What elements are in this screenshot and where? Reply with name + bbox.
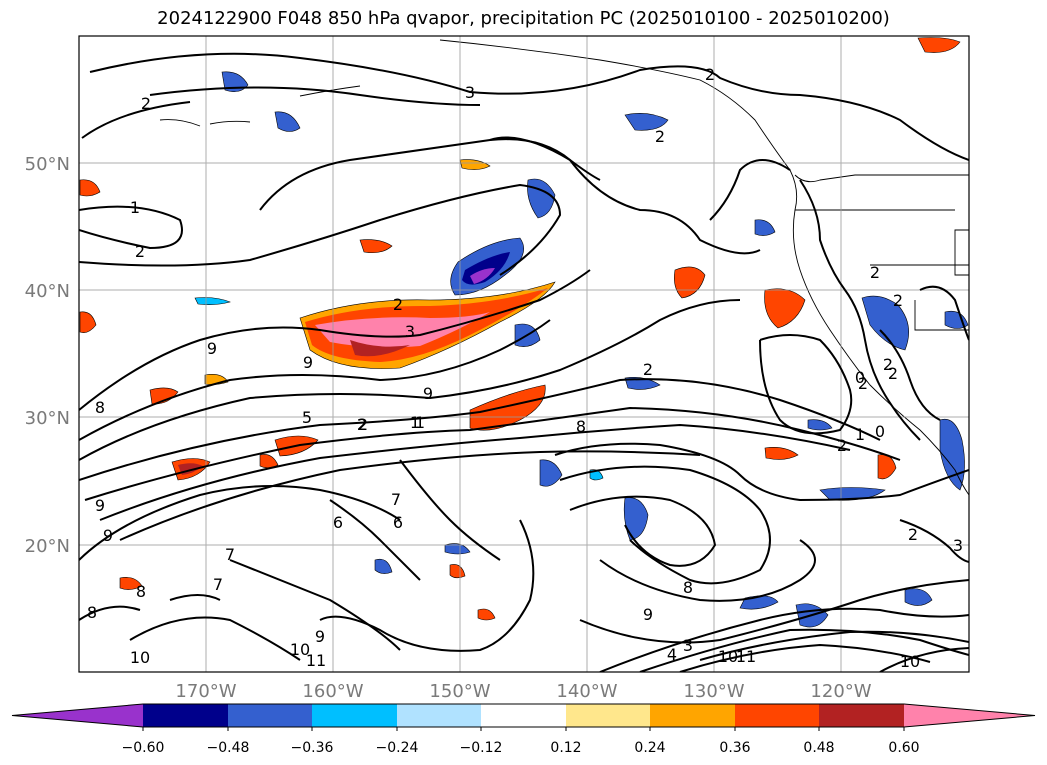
colorbar-tick-label: −0.48 bbox=[207, 740, 250, 756]
colorbar-tick-label: 0.36 bbox=[719, 740, 750, 756]
contour-label: 2 bbox=[888, 364, 898, 383]
contour-label: 5 bbox=[302, 408, 312, 427]
lon-label: 150°W bbox=[429, 681, 490, 702]
contour-label: 3 bbox=[683, 636, 693, 655]
colorbar-segment bbox=[819, 704, 904, 727]
contour-label: 10 bbox=[900, 652, 920, 671]
contour-label: 9 bbox=[315, 627, 325, 646]
contour-label: 0 bbox=[855, 368, 865, 387]
contour-label: 11 bbox=[736, 647, 756, 666]
lat-label: 40°N bbox=[25, 281, 70, 302]
contour-label: 10 bbox=[290, 640, 310, 659]
contour-label: 2 bbox=[883, 355, 893, 374]
colorbar-segment bbox=[228, 704, 312, 727]
contour-label: 4 bbox=[667, 645, 677, 664]
lat-label: 20°N bbox=[25, 536, 70, 557]
contour-label: 8 bbox=[683, 578, 693, 597]
colorbar-segment bbox=[312, 704, 397, 727]
contour-label: 8 bbox=[136, 582, 146, 601]
contour-label: 7 bbox=[213, 575, 223, 594]
contour-label: 9 bbox=[643, 605, 653, 624]
contour-label: 8 bbox=[576, 417, 586, 436]
contour-label: 2 bbox=[655, 127, 665, 146]
contour-label: 10 bbox=[718, 647, 738, 666]
contour-label: 1 bbox=[855, 425, 865, 444]
contour-label: 3 bbox=[953, 536, 963, 555]
contour-label: 2 bbox=[837, 436, 847, 455]
contour-label: 2 bbox=[141, 94, 151, 113]
lat-label: 50°N bbox=[25, 154, 70, 175]
contour-label: 2 bbox=[135, 242, 145, 261]
colorbar-tick-label: −0.12 bbox=[460, 740, 503, 756]
contour-label: 3 bbox=[465, 83, 475, 102]
colorbar-segment bbox=[735, 704, 819, 727]
colorbar-tick-label: 0.12 bbox=[550, 740, 581, 756]
lon-label: 120°W bbox=[810, 681, 871, 702]
colorbar-tick-label: −0.36 bbox=[291, 740, 334, 756]
colorbar-extend-low bbox=[12, 704, 143, 727]
contour-label: 2 bbox=[893, 291, 903, 310]
colorbar-segment bbox=[566, 704, 650, 727]
contour-label: 9 bbox=[95, 496, 105, 515]
contour-label: 1 bbox=[410, 413, 420, 432]
colorbar bbox=[11, 703, 1036, 731]
contour-label: 2 bbox=[908, 525, 918, 544]
contour-label: 0 bbox=[875, 422, 885, 441]
colorbar-tick-labels: −0.60 −0.48 −0.36 −0.24 −0.12 0.12 0.24 … bbox=[122, 740, 920, 756]
map-title: 2024122900 F048 850 hPa qvapor, precipit… bbox=[157, 8, 890, 29]
colorbar-tick-label: −0.24 bbox=[376, 740, 419, 756]
graticule bbox=[79, 36, 969, 672]
colorbar-tick-label: 0.48 bbox=[803, 740, 834, 756]
contour-label: 1 bbox=[415, 413, 425, 432]
contour-label: 3 bbox=[405, 322, 415, 341]
colorbar-segment bbox=[397, 704, 481, 727]
latitude-labels: 50°N 40°N 30°N 20°N bbox=[25, 154, 70, 557]
lon-label: 160°W bbox=[302, 681, 363, 702]
lon-label: 140°W bbox=[556, 681, 617, 702]
contour-label: 9 bbox=[303, 353, 313, 372]
colorbar-tick-label: 0.24 bbox=[634, 740, 665, 756]
lat-label: 30°N bbox=[25, 408, 70, 429]
contour-label: 9 bbox=[207, 339, 217, 358]
contour-label: 8 bbox=[95, 398, 105, 417]
colorbar-tick-label: −0.60 bbox=[122, 740, 165, 756]
contour-label: 9 bbox=[103, 526, 113, 545]
contour-label: 6 bbox=[333, 513, 343, 532]
contour-label: 2 bbox=[357, 415, 367, 434]
lon-label: 130°W bbox=[683, 681, 744, 702]
contour-label: 2 bbox=[358, 415, 368, 434]
contour-label: 2 bbox=[705, 65, 715, 84]
colorbar-extend-high bbox=[904, 704, 1035, 727]
contour-label: 11 bbox=[306, 651, 326, 670]
map-frame bbox=[78, 35, 970, 673]
colorbar-tick-label: 0.60 bbox=[888, 740, 919, 756]
contour-label: 10 bbox=[130, 648, 150, 667]
longitude-labels: 170°W 160°W 150°W 140°W 130°W 120°W bbox=[175, 681, 871, 702]
contour-label: 6 bbox=[393, 513, 403, 532]
colorbar-segment bbox=[143, 704, 228, 727]
coastlines bbox=[159, 39, 969, 496]
contour-label: 2 bbox=[870, 263, 880, 282]
qvapor-contours bbox=[79, 52, 969, 672]
contour-label: 9 bbox=[423, 384, 433, 403]
contour-label: 1 bbox=[130, 198, 140, 217]
colorbar-segment bbox=[650, 704, 735, 727]
contour-label: 2 bbox=[643, 360, 653, 379]
contour-label: 2 bbox=[393, 295, 403, 314]
contour-label: 8 bbox=[87, 603, 97, 622]
contour-label: 7 bbox=[225, 545, 235, 564]
contour-label: 7 bbox=[391, 490, 401, 509]
contour-label: 2 bbox=[858, 374, 868, 393]
lon-label: 170°W bbox=[175, 681, 236, 702]
colorbar-segment bbox=[481, 704, 566, 727]
